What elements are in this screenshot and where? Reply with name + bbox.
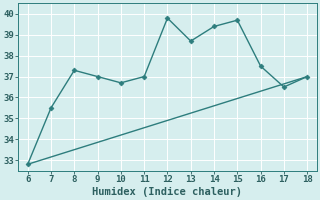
X-axis label: Humidex (Indice chaleur): Humidex (Indice chaleur)	[92, 186, 243, 197]
